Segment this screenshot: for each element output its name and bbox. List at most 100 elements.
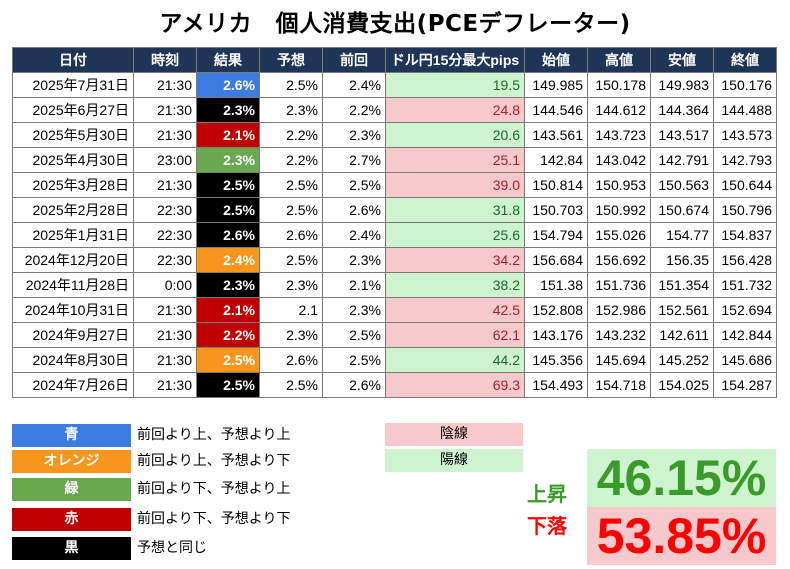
date-cell: 2024年12月20日: [12, 247, 134, 273]
pips-cell: 39.0: [385, 172, 525, 198]
open-cell: 150.703: [524, 197, 588, 223]
close-cell: 154.837: [713, 222, 777, 248]
pips-cell: 20.6: [385, 122, 525, 148]
result-cell: 2.2%: [196, 322, 260, 348]
result-cell: 2.6%: [196, 222, 260, 248]
low-cell: 142.791: [650, 147, 714, 173]
low-cell: 142.611: [650, 322, 714, 348]
pips-cell: 69.3: [385, 372, 525, 398]
low-cell: 151.354: [650, 272, 714, 298]
low-cell: 150.674: [650, 197, 714, 223]
forecast-cell: 2.2%: [259, 147, 323, 173]
low-cell: 144.364: [650, 97, 714, 123]
down-percentage: 53.85%: [587, 507, 776, 565]
date-cell: 2024年9月27日: [12, 322, 134, 348]
high-cell: 143.723: [587, 122, 651, 148]
time-cell: 21:30: [133, 122, 197, 148]
pips-cell: 25.1: [385, 147, 525, 173]
close-cell: 150.796: [713, 197, 777, 223]
pips-cell: 42.5: [385, 297, 525, 323]
pips-cell: 31.8: [385, 197, 525, 223]
high-cell: 155.026: [587, 222, 651, 248]
high-cell: 156.692: [587, 247, 651, 273]
forecast-cell: 2.2%: [259, 122, 323, 148]
high-cell: 154.718: [587, 372, 651, 398]
open-cell: 144.546: [524, 97, 588, 123]
open-cell: 154.794: [524, 222, 588, 248]
date-cell: 2025年5月30日: [12, 122, 134, 148]
table-row: 2024年9月27日 21:30 2.2% 2.3% 2.5% 62.1 143.176 14…: [12, 322, 777, 348]
table-row: 2024年7月26日 21:30 2.5% 2.5% 2.6% 69.3 154.493 15…: [12, 372, 777, 398]
open-cell: 156.684: [524, 247, 588, 273]
high-cell: 150.992: [587, 197, 651, 223]
down-label: 下落: [527, 514, 567, 538]
legend-swatch-black: 黒: [12, 537, 131, 560]
result-cell: 2.1%: [196, 122, 260, 148]
close-cell: 145.686: [713, 347, 777, 373]
previous-cell: 2.6%: [322, 372, 386, 398]
open-cell: 149.985: [524, 72, 588, 98]
low-cell: 150.563: [650, 172, 714, 198]
table-header-row: 日付 時刻 結果 予想 前回 ドル円15分最大pips 始値 高値 安値 終値: [12, 47, 777, 73]
table-body: 2025年7月31日 21:30 2.6% 2.5% 2.4% 19.5 149.985 15…: [12, 72, 777, 398]
legend-description: 前回より下、予想より上: [137, 481, 291, 497]
open-cell: 145.356: [524, 347, 588, 373]
open-cell: 143.176: [524, 322, 588, 348]
column-header: 結果: [196, 47, 260, 73]
previous-cell: 2.2%: [322, 97, 386, 123]
previous-cell: 2.5%: [322, 347, 386, 373]
column-header: 始値: [524, 47, 588, 73]
date-cell: 2024年10月31日: [12, 297, 134, 323]
previous-cell: 2.3%: [322, 122, 386, 148]
legend-swatch-green: 緑: [12, 478, 131, 501]
time-cell: 21:30: [133, 297, 197, 323]
date-cell: 2025年7月31日: [12, 72, 134, 98]
open-cell: 154.493: [524, 372, 588, 398]
pips-cell: 62.1: [385, 322, 525, 348]
time-cell: 0:00: [133, 272, 197, 298]
time-cell: 23:00: [133, 147, 197, 173]
close-cell: 143.573: [713, 122, 777, 148]
result-cell: 2.4%: [196, 247, 260, 273]
close-cell: 144.488: [713, 97, 777, 123]
pips-cell: 24.8: [385, 97, 525, 123]
table-row: 2024年10月31日 21:30 2.1% 2.1 2.3% 42.5 152.808 15…: [12, 297, 777, 323]
open-cell: 152.808: [524, 297, 588, 323]
low-cell: 145.252: [650, 347, 714, 373]
close-cell: 142.844: [713, 322, 777, 348]
low-cell: 154.77: [650, 222, 714, 248]
forecast-cell: 2.5%: [259, 372, 323, 398]
table-row: 2025年1月31日 22:30 2.6% 2.6% 2.4% 25.6 154.794 15…: [12, 222, 777, 248]
date-cell: 2025年3月28日: [12, 172, 134, 198]
previous-cell: 2.4%: [322, 72, 386, 98]
result-cell: 2.5%: [196, 172, 260, 198]
open-cell: 142.84: [524, 147, 588, 173]
column-header: 日付: [12, 47, 134, 73]
pips-cell: 25.6: [385, 222, 525, 248]
close-cell: 152.694: [713, 297, 777, 323]
pips-cell: 38.2: [385, 272, 525, 298]
date-cell: 2024年11月28日: [12, 272, 134, 298]
previous-cell: 2.5%: [322, 172, 386, 198]
column-header: 前回: [322, 47, 386, 73]
time-cell: 22:30: [133, 247, 197, 273]
previous-cell: 2.7%: [322, 147, 386, 173]
low-cell: 154.025: [650, 372, 714, 398]
legend-yang-candle: 陽線: [385, 449, 523, 472]
forecast-cell: 2.3%: [259, 322, 323, 348]
time-cell: 21:30: [133, 97, 197, 123]
table-row: 2024年11月28日 0:00 2.3% 2.3% 2.1% 38.2 151.38 151…: [12, 272, 777, 298]
high-cell: 145.694: [587, 347, 651, 373]
forecast-cell: 2.1: [259, 297, 323, 323]
date-cell: 2025年4月30日: [12, 147, 134, 173]
result-cell: 2.3%: [196, 97, 260, 123]
previous-cell: 2.6%: [322, 197, 386, 223]
time-cell: 21:30: [133, 347, 197, 373]
forecast-cell: 2.6%: [259, 222, 323, 248]
legend-yin-candle: 陰線: [385, 423, 523, 446]
page-title: アメリカ 個人消費支出(PCEデフレーター): [159, 11, 631, 37]
result-cell: 2.6%: [196, 72, 260, 98]
low-cell: 152.561: [650, 297, 714, 323]
legend-description: 前回より下、予想より下: [137, 511, 291, 527]
result-cell: 2.5%: [196, 372, 260, 398]
